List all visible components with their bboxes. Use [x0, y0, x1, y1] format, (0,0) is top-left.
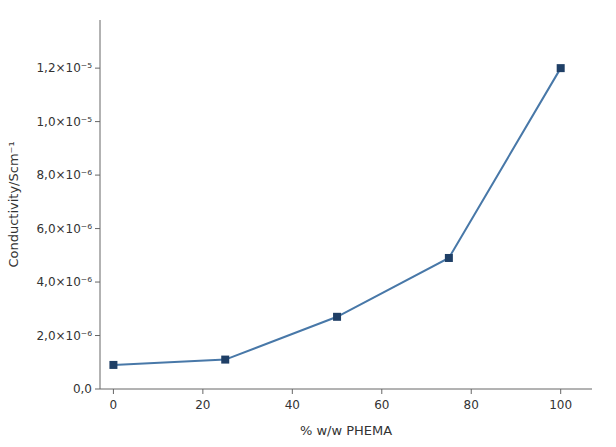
x-tick: [560, 389, 561, 394]
data-point: [333, 313, 341, 321]
y-tick: [95, 175, 100, 176]
y-tick: [95, 121, 100, 122]
data-point: [221, 356, 229, 364]
data-point: [445, 254, 453, 262]
y-tick-label: 8,0×10⁻⁶: [36, 168, 92, 182]
x-tick: [471, 389, 472, 394]
chart-container: 0 20 40 60 80 100 0,0 2,0×10⁻⁶ 4,0×10⁻⁶ 6,0×10⁻⁶ 8…: [0, 0, 616, 447]
x-axis-line: [100, 389, 592, 390]
x-tick: [292, 389, 293, 394]
y-tick-label: 0,0: [73, 382, 92, 396]
y-tick-label: 4,0×10⁻⁶: [36, 275, 92, 289]
y-tick: [95, 228, 100, 229]
y-tick-label: 2,0×10⁻⁶: [36, 329, 92, 343]
x-tick-label: 60: [374, 398, 389, 412]
x-tick-label: 20: [195, 398, 210, 412]
plot-area: [109, 64, 564, 369]
chart: 0 20 40 60 80 100 0,0 2,0×10⁻⁶ 4,0×10⁻⁶ 6,0×10⁻⁶ 8…: [0, 0, 616, 447]
x-axis-label: % w/w PHEMA: [300, 423, 392, 438]
y-tick-label: 1,2×10⁻⁵: [36, 61, 92, 75]
y-tick-label: 1,0×10⁻⁵: [36, 115, 92, 129]
y-axis-line: [100, 20, 101, 389]
x-tick-label: 100: [549, 398, 572, 412]
data-point: [109, 361, 117, 369]
data-line: [113, 68, 560, 365]
x-tick-label: 80: [464, 398, 479, 412]
y-tick: [95, 282, 100, 283]
x-tick: [113, 389, 114, 394]
y-tick: [95, 335, 100, 336]
y-axis-label: Conductivity/Scm⁻¹: [6, 141, 21, 267]
x-tick-label: 40: [285, 398, 300, 412]
axes: 0 20 40 60 80 100 0,0 2,0×10⁻⁶ 4,0×10⁻⁶ 6,0×10⁻⁶ 8…: [36, 20, 592, 412]
page: {"chart_data": {"type": "line", "x": [0,…: [0, 0, 616, 447]
x-tick: [202, 389, 203, 394]
x-tick-label: 0: [110, 398, 118, 412]
y-tick-label: 6,0×10⁻⁶: [36, 222, 92, 236]
y-tick: [95, 389, 100, 390]
x-tick: [381, 389, 382, 394]
data-point: [557, 64, 565, 72]
y-tick: [95, 68, 100, 69]
